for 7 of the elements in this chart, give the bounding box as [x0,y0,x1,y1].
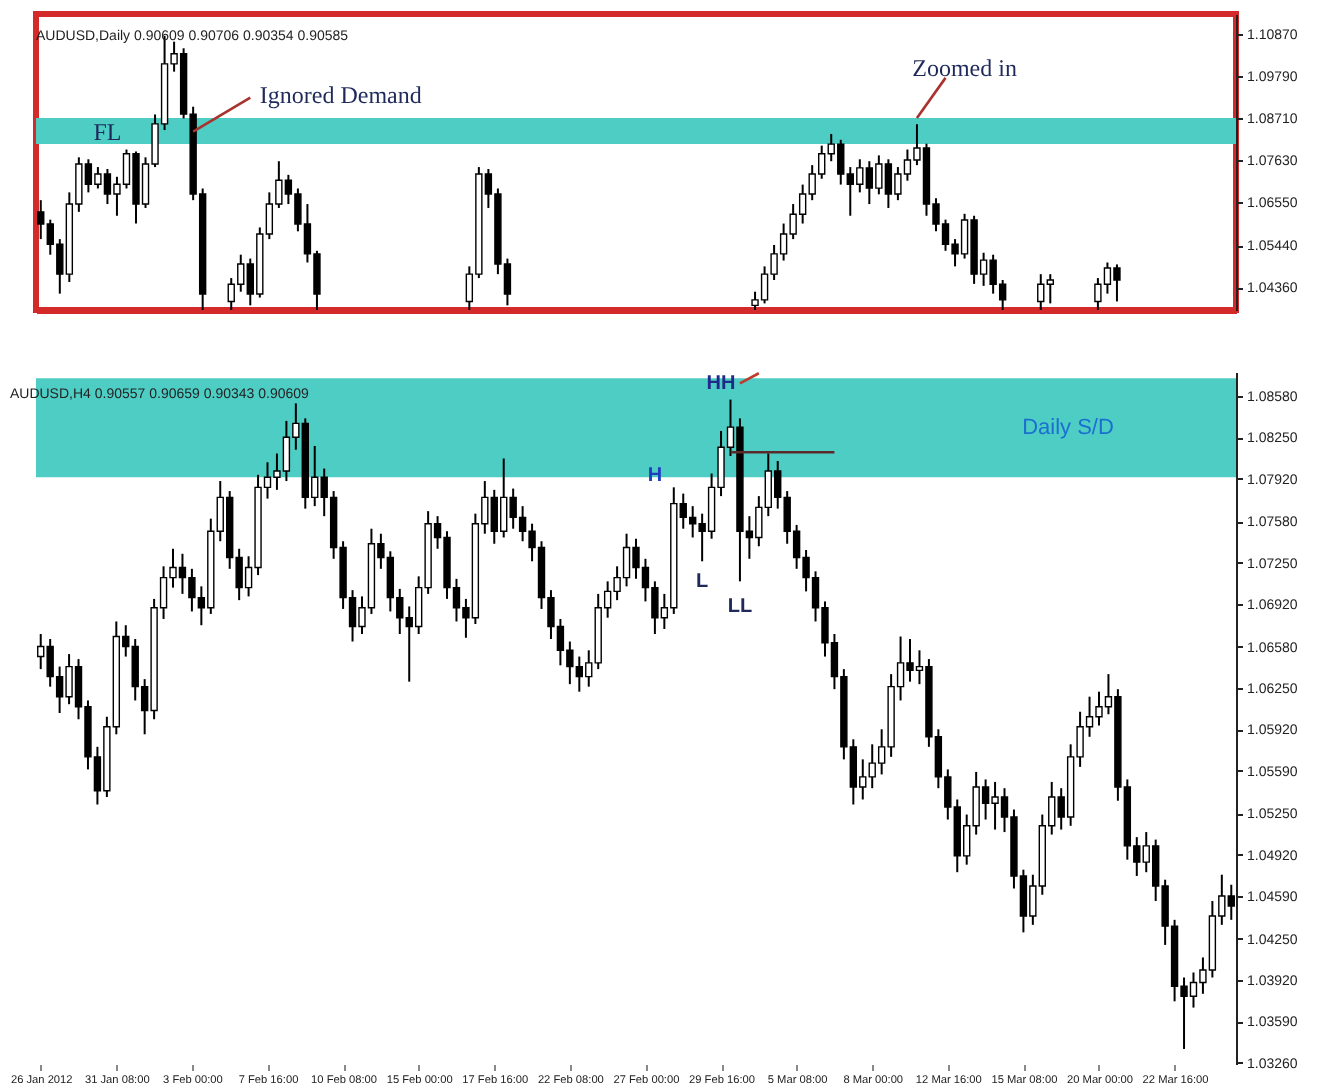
annotation: FL [93,118,122,147]
annotation: Ignored Demand [259,81,422,110]
annotation: Zoomed in [912,53,1017,82]
band-label: Daily S/D [1022,415,1114,440]
annotation: LL [727,596,753,619]
annotation: L [696,571,709,594]
annotation: HH [706,373,736,396]
